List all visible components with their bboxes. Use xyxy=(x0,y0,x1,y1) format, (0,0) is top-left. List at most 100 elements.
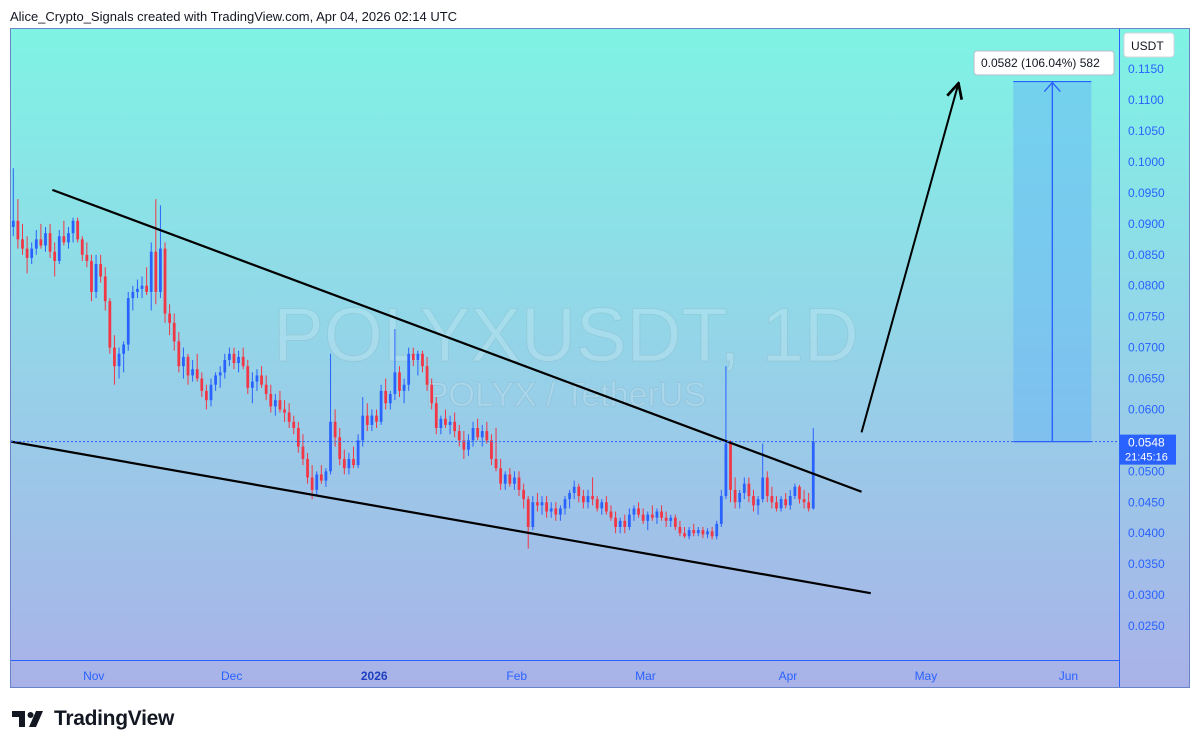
candle-body xyxy=(765,477,769,497)
price-tick-label: 0.0650 xyxy=(1128,372,1165,386)
candle xyxy=(301,434,305,466)
currency-badge[interactable]: USDT xyxy=(1123,32,1175,58)
candle-body xyxy=(462,440,466,450)
time-axis[interactable]: Nov Dec 2026 Feb Mar Apr May Jun xyxy=(83,669,1078,683)
candle-body xyxy=(692,530,696,534)
candle xyxy=(660,505,663,521)
candle xyxy=(549,502,553,518)
candle xyxy=(779,496,783,512)
candle xyxy=(356,434,360,469)
candle-body xyxy=(747,483,751,497)
candle-body xyxy=(655,511,659,518)
candle xyxy=(416,350,420,376)
candle-body xyxy=(388,393,392,404)
candle-body xyxy=(637,508,640,515)
candle xyxy=(159,205,162,299)
candle-body xyxy=(103,276,107,302)
time-tick-label: 2026 xyxy=(361,669,388,683)
chart-frame[interactable]: POLYXUSDT, 1D POLYX / TetherUS 0.1150 0.1… xyxy=(10,28,1190,688)
candle xyxy=(765,471,769,503)
candle-body xyxy=(779,499,783,509)
candle-body xyxy=(149,251,153,292)
candle xyxy=(421,350,424,373)
candle-body xyxy=(669,517,673,521)
candle-body xyxy=(232,353,236,364)
candle-body xyxy=(370,415,374,425)
candle xyxy=(80,236,84,261)
price-axis[interactable]: 0.1150 0.1100 0.1050 0.1000 0.0950 0.0900 0.08… xyxy=(1128,62,1165,633)
candle xyxy=(623,514,627,534)
price-tick-label: 0.0900 xyxy=(1128,217,1165,231)
price-chart[interactable]: POLYXUSDT, 1D POLYX / TetherUS 0.11500.1… xyxy=(11,29,1189,687)
trendline-lower-support[interactable] xyxy=(11,440,871,595)
candle-body xyxy=(513,477,516,484)
candle-body xyxy=(352,458,355,466)
price-range-arrow-head xyxy=(1043,81,1061,93)
candle-body xyxy=(798,486,801,500)
candle-body xyxy=(200,378,204,391)
candle-body xyxy=(283,409,286,413)
candle xyxy=(673,514,677,531)
candle xyxy=(692,523,696,537)
candle-body xyxy=(706,531,709,535)
candle-body xyxy=(53,251,57,261)
candle xyxy=(273,393,277,416)
breakout-arrow[interactable] xyxy=(860,85,959,433)
candle-body xyxy=(342,458,346,469)
candle xyxy=(467,434,470,456)
candle-body xyxy=(485,431,489,441)
price-tick-label: 0.1150 xyxy=(1128,62,1164,76)
candle xyxy=(563,496,567,515)
candle-body xyxy=(540,502,544,506)
candle xyxy=(186,353,190,385)
candle xyxy=(752,489,755,512)
candle-body xyxy=(499,468,503,484)
candle-body xyxy=(752,496,755,506)
candle-body xyxy=(600,502,604,509)
candle-body xyxy=(434,403,438,429)
candle xyxy=(747,477,751,503)
candle-body xyxy=(586,496,590,503)
candle-body xyxy=(421,353,424,367)
candle-body xyxy=(467,440,470,450)
candle-body xyxy=(793,486,797,497)
candle-body xyxy=(641,514,645,521)
candle-body xyxy=(310,477,314,490)
candle xyxy=(457,424,461,447)
candle-body xyxy=(39,239,43,246)
last-price-value: 0.0548 xyxy=(1128,436,1165,450)
candle xyxy=(11,168,15,237)
candle-body xyxy=(563,499,567,509)
candle-body xyxy=(476,428,480,438)
tradingview-logo[interactable]: TradingView xyxy=(12,705,174,733)
candle-body xyxy=(650,514,654,518)
candle-body xyxy=(126,298,130,345)
candle xyxy=(678,520,682,537)
candle xyxy=(793,483,797,500)
trendline-upper-resistance[interactable] xyxy=(51,188,862,493)
candle-body xyxy=(99,264,103,277)
plot-area[interactable]: POLYXUSDT, 1D POLYX / TetherUS xyxy=(11,81,1119,595)
candle xyxy=(25,236,29,274)
candle-body xyxy=(660,511,663,518)
candle xyxy=(48,223,52,258)
last-price-badge: 0.0548 21:45:16 xyxy=(1120,434,1176,465)
candle xyxy=(632,505,636,521)
candle-body xyxy=(398,372,401,391)
candle xyxy=(34,230,38,255)
candle-body xyxy=(494,458,498,469)
candle xyxy=(407,347,411,391)
candle xyxy=(319,465,323,484)
candle-body xyxy=(131,291,135,299)
candle-body xyxy=(172,322,176,342)
candle-body xyxy=(67,233,70,243)
tradingview-logo-text: TradingView xyxy=(54,707,175,730)
candle xyxy=(228,347,231,367)
candle xyxy=(338,428,342,466)
candle xyxy=(462,431,466,459)
candle xyxy=(126,291,130,351)
candle-body xyxy=(85,254,89,261)
candle xyxy=(76,217,80,243)
candle-body xyxy=(264,384,268,394)
candle xyxy=(310,465,314,500)
